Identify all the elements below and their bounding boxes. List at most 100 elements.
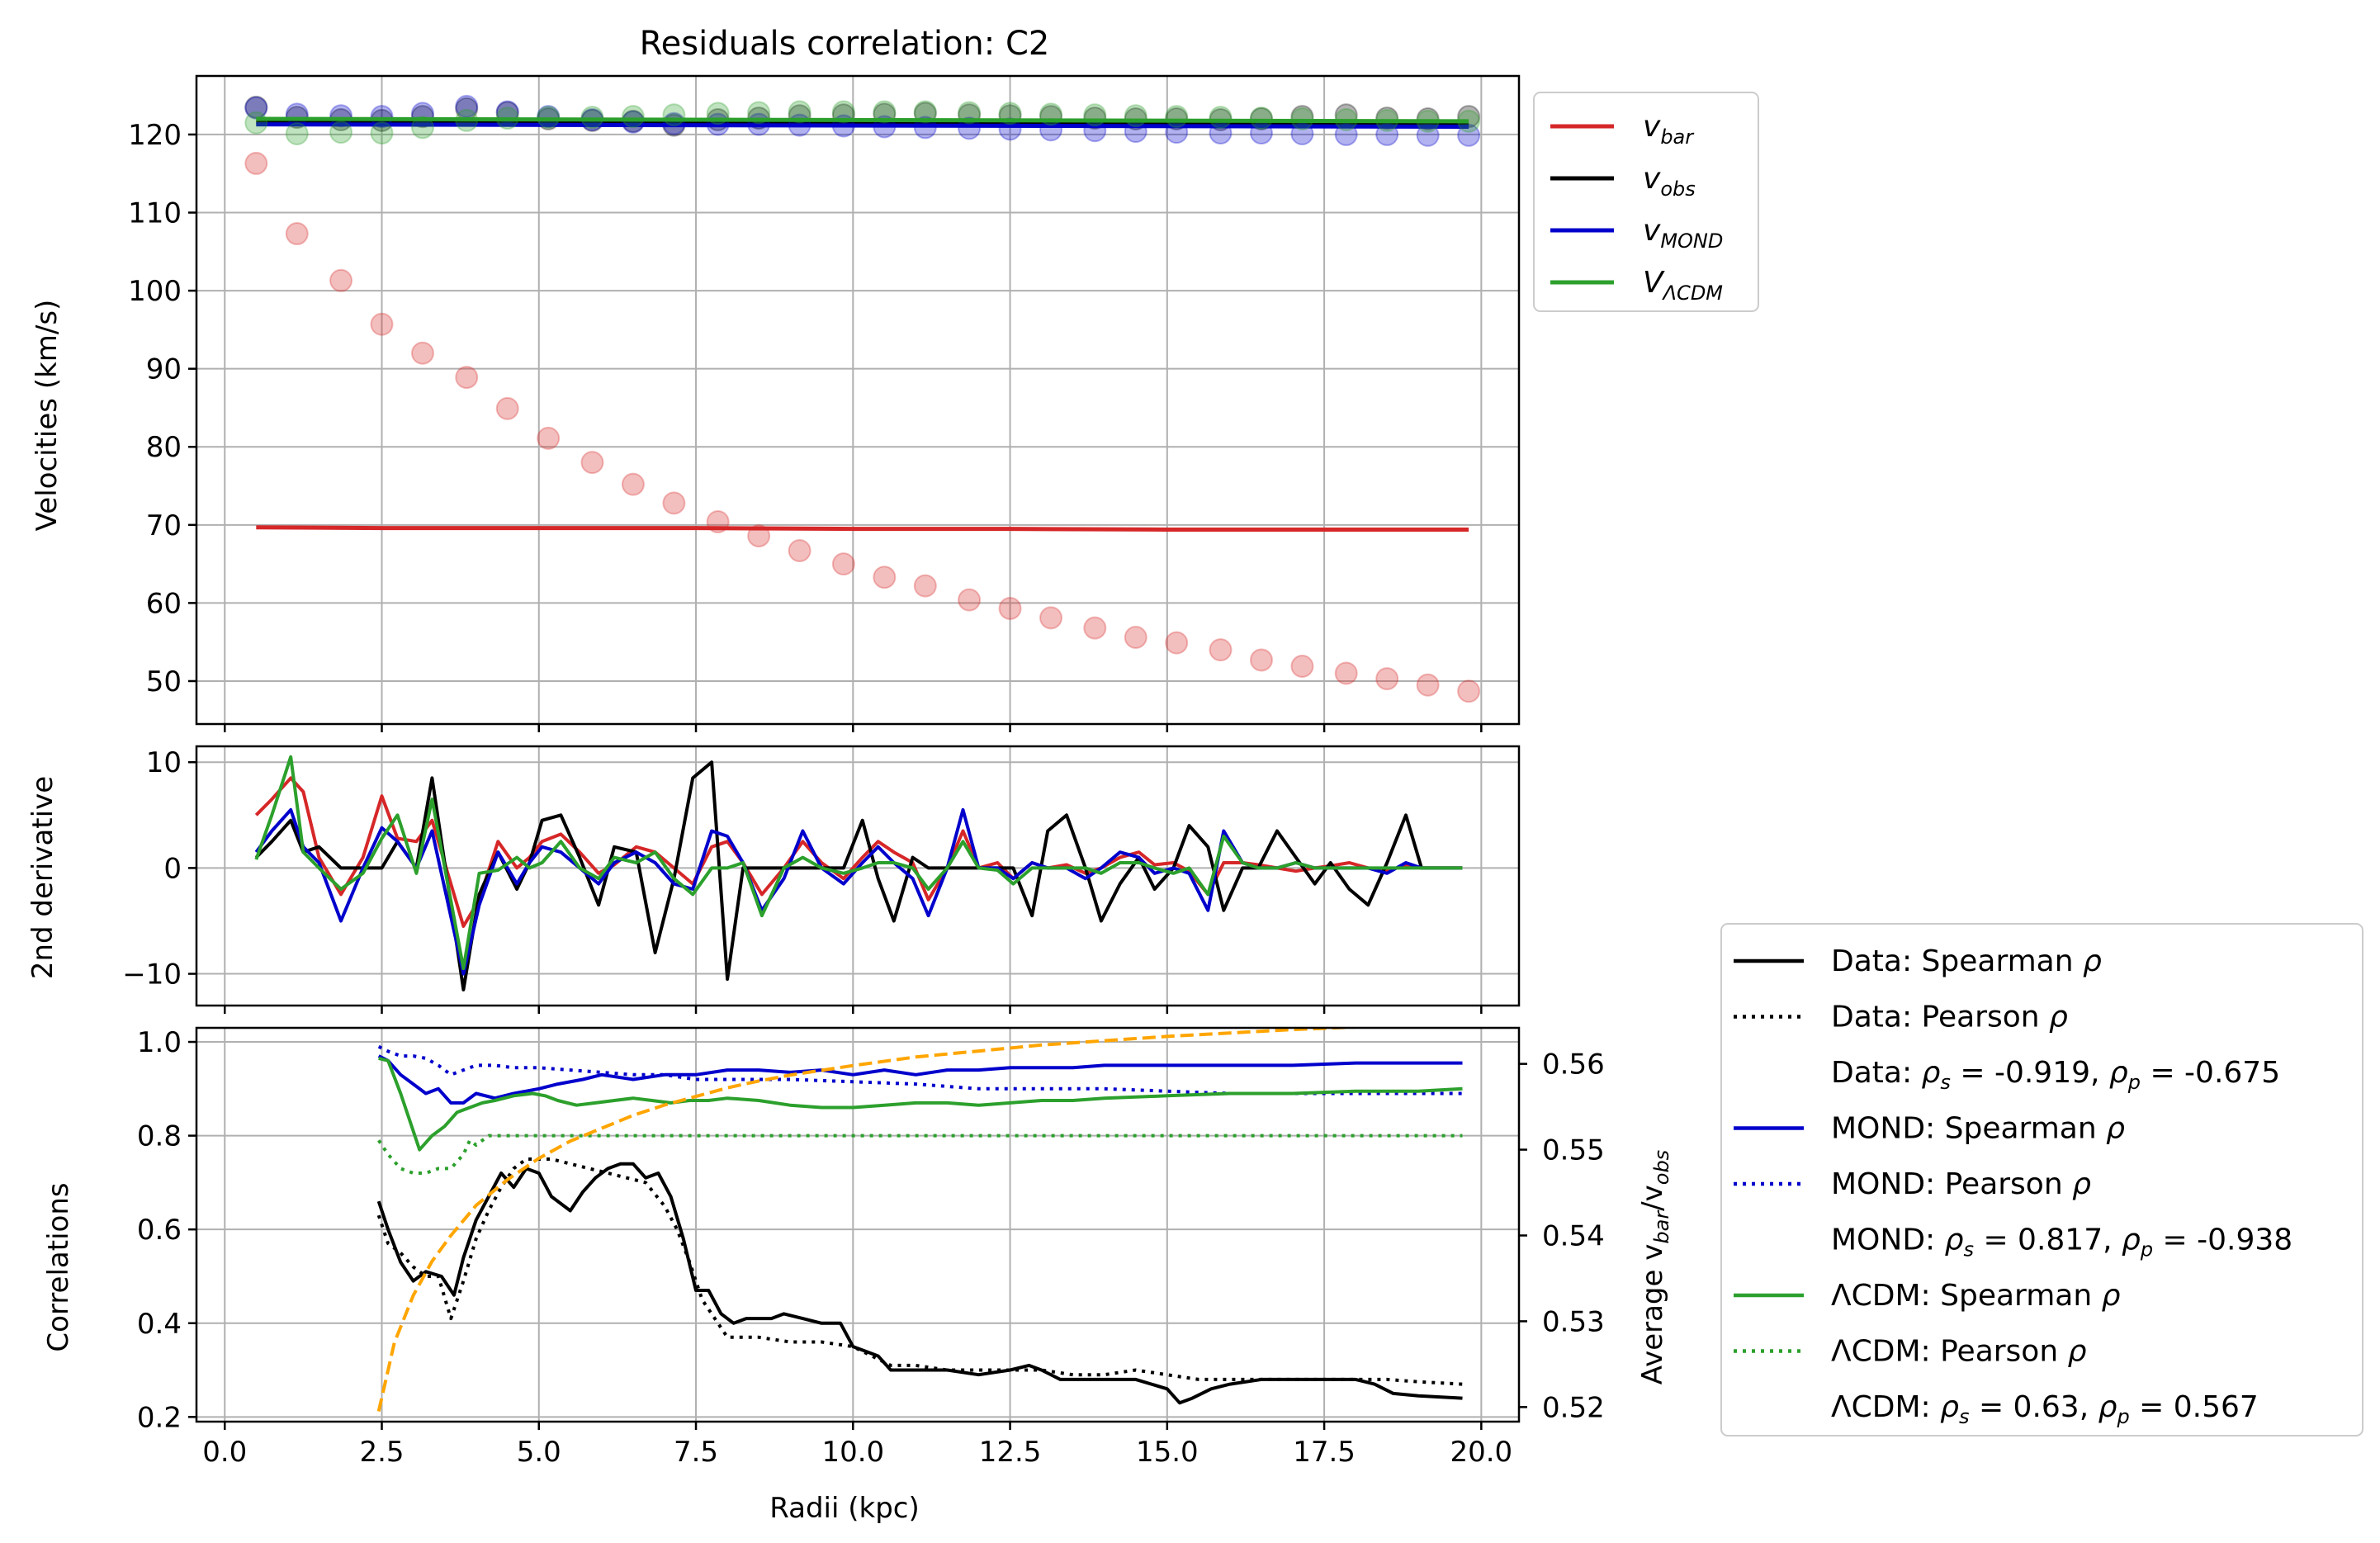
legend-entry: Data: Pearson ρ	[1831, 1001, 2068, 1034]
axes-frame	[195, 74, 1521, 726]
data-point	[1083, 616, 1107, 640]
data-point	[1039, 606, 1063, 630]
x-axis: 0.0 2.5 5.0 7.5 10.0 12.5 15.0 17.5 20.0	[202, 1422, 1512, 1469]
y-tick-label: 0.2	[137, 1401, 182, 1434]
legend-label-base: v	[1643, 214, 1661, 248]
data-point	[662, 103, 686, 127]
data-point	[495, 100, 519, 124]
legend-label-bar: vbar	[1643, 110, 1695, 149]
legend-entry-rho: ρ	[2072, 1167, 2091, 1201]
data-point	[1375, 122, 1399, 146]
data-point	[329, 121, 353, 144]
legend-entry-label: MOND: Spearman	[1831, 1112, 2106, 1146]
y-tick-label: 1.0	[137, 1026, 182, 1059]
y2-axis: 0.52 0.53 0.54 0.55 0.56	[1519, 1048, 1605, 1424]
data-point	[621, 110, 645, 134]
data-point	[958, 588, 982, 612]
x-tick-label: 5.0	[517, 1436, 561, 1469]
data-point	[285, 102, 309, 126]
data-point	[580, 106, 604, 130]
data-point	[285, 222, 309, 246]
legend-rho-p-sub: p	[2140, 1238, 2153, 1261]
data-point	[1375, 667, 1399, 691]
legend-entry-rho: ρ	[2049, 1001, 2068, 1034]
axes-frame	[195, 745, 1521, 1007]
legend-entry: ΛCDM: Spearman ρ	[1831, 1279, 2121, 1313]
data-point	[244, 151, 268, 175]
legend-rho-p-eq: = 0.567	[2130, 1390, 2259, 1424]
legend-rho-s-eq: = 0.63,	[1970, 1390, 2098, 1424]
y-tick-label: 120	[128, 119, 182, 152]
legend-entry-label: ΛCDM:	[1831, 1390, 1940, 1424]
legend-entry-label: ΛCDM: Pearson	[1831, 1335, 2068, 1369]
legend-rho-p-sub: p	[2127, 1071, 2141, 1094]
y-axis: 50 60 70 80 90 100 110 120	[128, 119, 196, 698]
legend-label-base: V	[1643, 266, 1665, 300]
data-point	[913, 574, 937, 598]
y-axis: 0.2 0.4 0.6 0.8 1.0	[137, 1026, 196, 1434]
legend-entry-label: MOND:	[1831, 1224, 1945, 1257]
y2-tick-label: 0.55	[1542, 1134, 1605, 1167]
y-tick-label: 0.8	[137, 1120, 182, 1153]
velocities-panel: 50 60 70 80 90 100 110 120	[128, 74, 1521, 732]
x-tick-label: 2.5	[359, 1436, 404, 1469]
data-point	[1334, 122, 1358, 146]
series-bar-points	[244, 151, 1481, 703]
correlations-xlabel: Radii (kpc)	[769, 1492, 920, 1525]
axes-frame	[195, 1026, 1521, 1423]
x-tick-label: 20.0	[1450, 1436, 1512, 1469]
legend-rho-p: ρ	[2098, 1390, 2117, 1424]
data-point	[495, 396, 519, 420]
data-point	[410, 341, 434, 365]
derivative-ylabel: 2nd derivative	[26, 776, 59, 979]
x-tick-label: 0.0	[202, 1436, 247, 1469]
data-point	[788, 100, 811, 124]
legend-rho-s: ρ	[1922, 1056, 1941, 1090]
data-point	[1165, 631, 1189, 655]
legend-rho-s-eq: = 0.817,	[1974, 1224, 2122, 1257]
data-point	[537, 426, 561, 450]
data-point	[873, 566, 897, 589]
data-point	[537, 106, 561, 130]
legend-rho-p-eq: = -0.938	[2153, 1224, 2292, 1257]
data-point	[831, 552, 855, 576]
legend-entry: MOND: ρs = 0.817, ρp = -0.938	[1831, 1224, 2292, 1261]
legend-entry: Data: ρs = -0.919, ρp = -0.675	[1831, 1056, 2280, 1094]
series-ratio-line	[376, 1028, 1386, 1412]
x-tick-label: 15.0	[1136, 1436, 1199, 1469]
legend-entry: ΛCDM: Pearson ρ	[1831, 1335, 2087, 1369]
y2-tick-label: 0.52	[1542, 1391, 1605, 1424]
plot-area	[376, 1028, 1463, 1412]
data-point	[873, 100, 897, 124]
series-mond-line	[377, 1054, 1463, 1105]
x-tick-label: 17.5	[1293, 1436, 1356, 1469]
data-point	[410, 116, 434, 140]
grid	[196, 76, 1519, 724]
y-axis: −10 0 10	[122, 746, 196, 992]
y-tick-label: 110	[128, 197, 182, 230]
data-point	[958, 101, 982, 125]
data-point	[913, 100, 937, 124]
data-point	[1334, 661, 1358, 685]
data-point	[244, 95, 268, 119]
ratio-ylabel: Average vbar/vobs	[1636, 1150, 1673, 1384]
y-tick-label: 70	[146, 509, 182, 542]
legend-rho-p-eq: = -0.675	[2141, 1056, 2280, 1090]
y2-tick-label: 0.53	[1542, 1305, 1605, 1338]
data-point	[370, 121, 394, 145]
legend-rho-s-eq: = -0.919,	[1951, 1056, 2109, 1090]
x-tick-label: 12.5	[979, 1436, 1042, 1469]
series-bar-line	[256, 525, 1469, 532]
series-obs-line	[256, 120, 1469, 126]
legend-label-base: v	[1643, 162, 1661, 196]
chart-title: Residuals correlation: C2	[640, 25, 1050, 63]
data-point	[244, 111, 268, 135]
correlations-legend-frame	[1720, 923, 2363, 1437]
data-point	[285, 121, 309, 145]
velocities-legend-frame	[1533, 92, 1759, 312]
legend-entry-rho: ρ	[2102, 1279, 2121, 1313]
legend-label-mond: vMOND	[1643, 214, 1723, 253]
data-point	[747, 524, 771, 548]
legend-rho-s: ρ	[1940, 1390, 1959, 1424]
